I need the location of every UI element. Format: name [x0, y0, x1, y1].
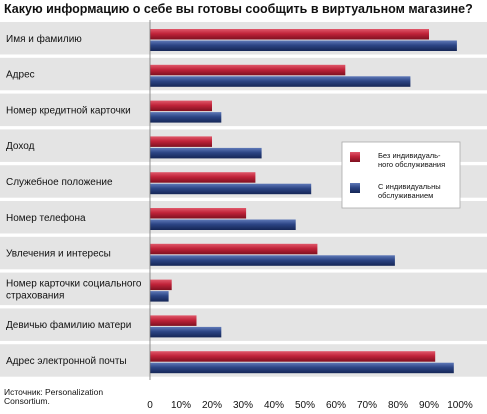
x-tick-label: 10% [171, 400, 191, 411]
bar-without-personalization [150, 208, 247, 219]
category-label: Адрес электронной почты [6, 356, 127, 367]
bar-with-personalization [150, 147, 262, 159]
legend-label: ного обслуживания [378, 160, 445, 169]
category-label: Номер кредитной карточки [6, 105, 131, 116]
bar-with-personalization [150, 183, 312, 195]
category-labels: Имя и фамилию Адрес Номер кредитной карточ… [6, 33, 142, 367]
bar-with-personalization [150, 255, 395, 266]
legend-label: обслуживанием [378, 191, 433, 200]
legend-swatch-with [350, 183, 360, 193]
x-tick-label: 40% [264, 400, 284, 411]
x-tick-label: 90% [419, 400, 439, 411]
category-label: Увлечения и интересы [6, 249, 111, 260]
bar-with-personalization [150, 112, 222, 123]
x-tick-label: 0 [147, 400, 153, 411]
row-panel [0, 93, 487, 127]
category-label: Адрес [6, 70, 35, 81]
category-label: Доход [6, 141, 35, 152]
legend-swatch-without [350, 152, 360, 162]
bar-with-personalization [150, 326, 222, 338]
bars [149, 20, 457, 380]
row-panel [0, 272, 487, 306]
legend-box [341, 141, 461, 209]
bar-without-personalization [150, 136, 212, 147]
source-text: Источник: Personalization [4, 387, 103, 397]
x-tick-label: 30% [233, 400, 253, 411]
bar-without-personalization [150, 315, 197, 326]
category-label: Номер телефона [6, 212, 86, 224]
x-tick-label: 100% [447, 400, 473, 411]
bar-without-personalization [150, 64, 346, 76]
bar-with-personalization [150, 291, 169, 302]
row-panel [0, 308, 487, 341]
x-axis-ticks: 0 10% 20% 30% 40% 50% 60% 70% 80% 90% 100% [147, 400, 473, 411]
bar-with-personalization [150, 76, 411, 87]
chart-title: Какую информацию о себе вы готовы сообщи… [4, 2, 473, 16]
source-text: Consortium. [4, 396, 50, 406]
category-label: Служебное положение [6, 176, 113, 188]
bar-with-personalization [150, 40, 457, 51]
x-tick-label: 50% [295, 400, 315, 411]
x-tick-label: 80% [388, 400, 408, 411]
bar-without-personalization [150, 243, 318, 255]
bar-without-personalization [150, 172, 256, 183]
bar-with-personalization [150, 219, 296, 230]
x-tick-label: 60% [326, 400, 346, 411]
category-label: Имя и фамилию [6, 33, 82, 45]
bar-without-personalization [150, 29, 429, 40]
legend-label: Без индивидуаль- [378, 151, 441, 160]
x-tick-label: 70% [357, 400, 377, 411]
category-label: Девичью фамилию матери [6, 319, 131, 331]
category-label: Номер карточки социального [6, 278, 142, 289]
legend: Без индивидуаль-ного обслуживания С индив… [341, 141, 461, 209]
category-label: страхования [6, 290, 64, 301]
legend-label: С индивидуальны [378, 182, 441, 191]
bar-without-personalization [150, 279, 172, 291]
x-tick-label: 20% [202, 400, 222, 411]
bar-without-personalization [150, 100, 212, 112]
bar-without-personalization [150, 351, 436, 362]
bar-with-personalization [150, 362, 454, 374]
